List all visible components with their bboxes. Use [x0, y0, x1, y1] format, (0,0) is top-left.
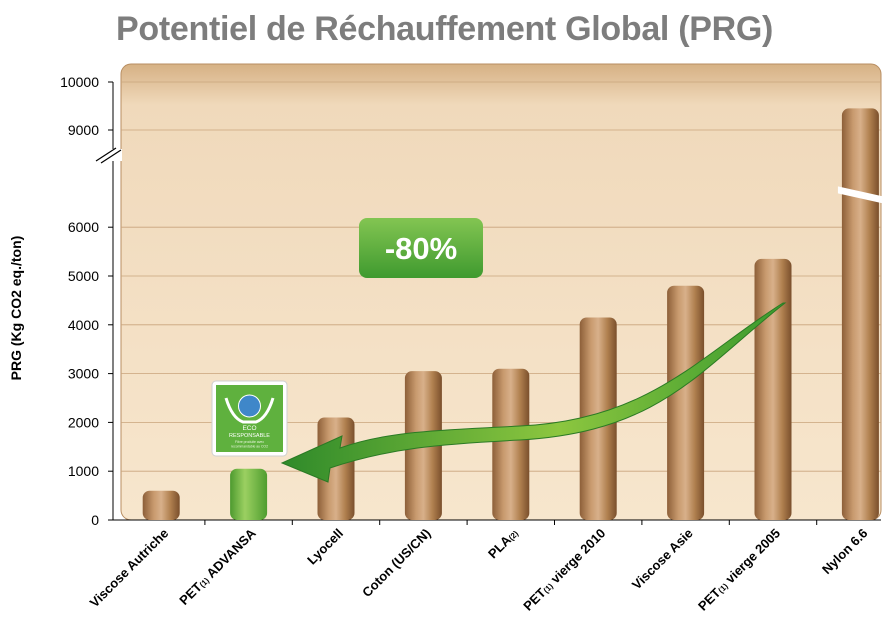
- eco-line3: Fibre produite avec: [235, 440, 264, 444]
- chart-title: Potentiel de Réchauffement Global (PRG): [116, 10, 774, 48]
- y-tick-labels: 0 1000 2000 3000 4000 5000 6000 9000 10000: [60, 74, 113, 528]
- y-tick-label: 3000: [68, 366, 99, 382]
- eco-responsable-logo: ECO RESPONSABLE Fibre produite avec reco…: [211, 380, 288, 457]
- x-tick-label: PET(1) vierge 2005: [695, 526, 783, 614]
- y-tick-label: 4000: [68, 317, 99, 333]
- y-tick-label: 0: [91, 512, 99, 528]
- bar-pet-1-vierge-2005: [754, 258, 792, 520]
- eco-line1: ECO: [242, 425, 256, 432]
- bar-viscose-asie: [667, 285, 705, 520]
- bar-pet-1-advansa: [230, 468, 268, 520]
- bar-nylon-6-6: [841, 108, 879, 521]
- y-tick-label: 9000: [68, 122, 99, 138]
- eco-line2: RESPONSABLE: [229, 433, 270, 439]
- x-tick-label: PLA(2): [485, 525, 521, 561]
- y-tick-label: 2000: [68, 414, 99, 430]
- hands-icon: [224, 397, 275, 424]
- x-tick-label: Lyocell: [304, 526, 346, 568]
- reduction-badge: -80%: [359, 218, 483, 278]
- bar-viscose-autriche: [142, 490, 180, 520]
- y-tick-label: 6000: [68, 219, 99, 235]
- x-tick-label: Coton (US/CN): [359, 526, 433, 600]
- x-tick-label: PET(1) vierge 2010: [520, 526, 608, 614]
- bar-pla-2-: [492, 368, 530, 520]
- x-tick-label: Viscose Asie: [629, 526, 696, 593]
- y-tick-label: 10000: [60, 74, 99, 90]
- x-tick-label: Viscose Autriche: [87, 526, 172, 611]
- x-tick-labels: Viscose Autriche PET(1) ADVANSA Lyocell Cot…: [87, 520, 871, 614]
- eco-line4: recommandable au CO2: [231, 445, 268, 449]
- x-tick-label: PET(1) ADVANSA: [176, 525, 259, 608]
- reduction-arrow: [280, 302, 787, 483]
- y-tick-label: 5000: [68, 268, 99, 284]
- reduction-label: -80%: [385, 231, 457, 266]
- y-tick-label: 1000: [68, 463, 99, 479]
- x-tick-label: Nylon 6.6: [819, 526, 870, 577]
- globe-icon: [238, 394, 261, 418]
- axis-break-mark: [95, 147, 122, 164]
- bar-break-mark: [837, 186, 883, 204]
